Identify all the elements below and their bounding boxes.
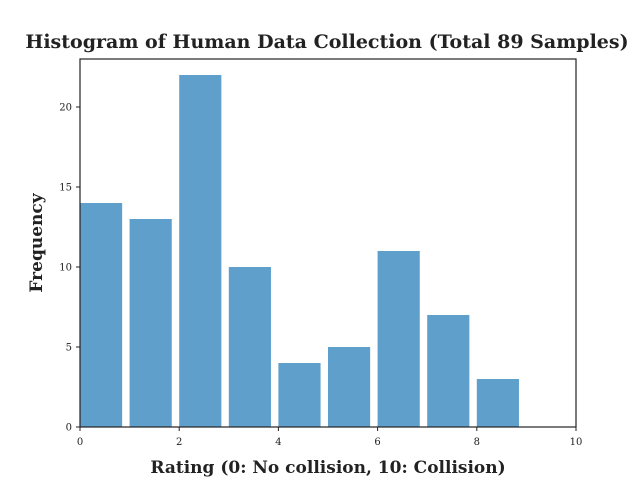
y-axis-label: Frequency (27, 192, 47, 292)
histogram-bar-7 (427, 315, 470, 427)
y-tick-label: 20 (59, 103, 72, 114)
histogram-bar-4 (278, 363, 321, 427)
histogram-bar-1 (129, 219, 172, 427)
x-tick-label: 6 (374, 437, 380, 448)
x-tick-label: 10 (570, 437, 583, 448)
plot-frame (79, 58, 577, 428)
y-tick-label: 5 (66, 343, 72, 354)
x-tick-label: 8 (474, 437, 480, 448)
histogram-bar-2 (179, 75, 222, 427)
x-tick-label: 0 (77, 437, 83, 448)
histogram-bar-8 (476, 379, 519, 427)
x-axis-label: Rating (0: No collision, 10: Collision) (150, 458, 505, 478)
y-tick-label: 10 (59, 263, 72, 274)
histogram-bar-3 (228, 267, 271, 427)
x-tick-label: 4 (275, 437, 281, 448)
histogram-bar-0 (80, 203, 123, 427)
histogram-bar-6 (377, 251, 420, 427)
y-tick-label: 15 (59, 183, 72, 194)
x-tick-label: 2 (176, 437, 182, 448)
y-tick-label: 0 (66, 423, 72, 434)
histogram-bar-5 (328, 347, 371, 427)
bars-group (80, 75, 519, 427)
chart-title: Histogram of Human Data Collection (Tota… (25, 31, 628, 53)
y-axis-ticks: 0 5 10 15 20 (59, 103, 80, 434)
x-axis-ticks: 0 2 4 6 8 10 (77, 427, 583, 448)
